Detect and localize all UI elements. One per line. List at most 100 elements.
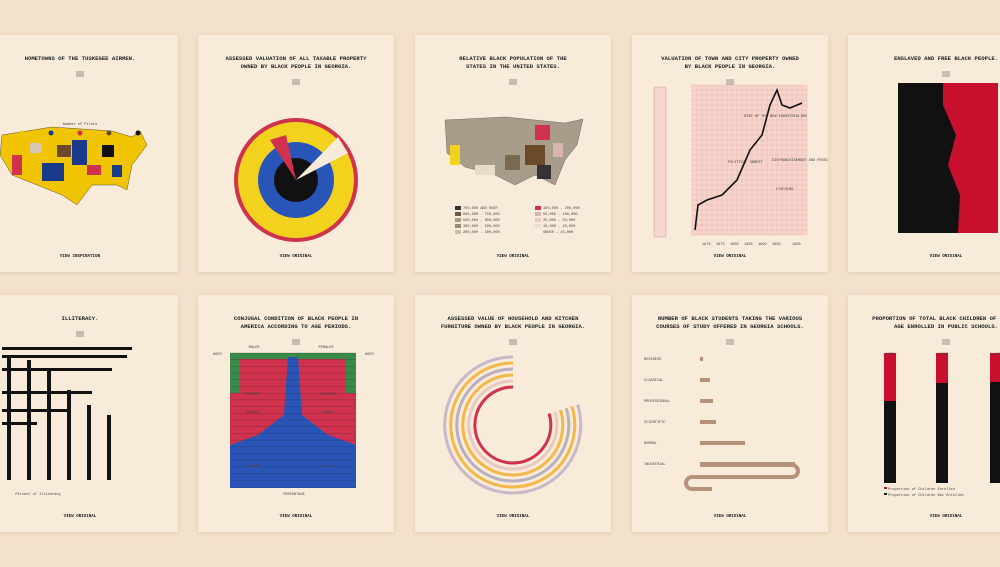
chart-label: INDUSTRIAL bbox=[644, 463, 666, 467]
chart-label: 25,000 - 50,000 bbox=[543, 219, 575, 223]
legend-dot bbox=[135, 130, 141, 136]
chart-label: SCIENTIFIC bbox=[644, 421, 666, 425]
shape bbox=[936, 353, 948, 383]
chart-label: 50,000 - 100,000 bbox=[543, 213, 578, 217]
chart-thumbnail bbox=[2, 347, 132, 480]
card-title: AGE ENROLLED IN PUBLIC SCHOOLS. bbox=[894, 323, 998, 330]
card-title: ASSESSED VALUATION OF ALL TAXABLE PROPER… bbox=[226, 55, 368, 62]
chart-label: 1895 bbox=[772, 243, 781, 247]
card-canvas: ASSESSED VALUE OF HOUSEHOLD AND KITCHENF… bbox=[441, 315, 585, 519]
card-canvas: NUMBER OF BLACK STUDENTS TAKING THE VARI… bbox=[644, 315, 804, 519]
view-link[interactable]: VIEW INSPIRATION bbox=[60, 255, 101, 259]
shape bbox=[72, 140, 87, 165]
card-canvas: ASSESSED VALUATION OF ALL TAXABLE PROPER… bbox=[226, 55, 368, 259]
shape bbox=[455, 212, 461, 216]
chart-thumbnail bbox=[884, 353, 1000, 495]
shape bbox=[990, 353, 1000, 382]
shape bbox=[535, 206, 541, 210]
shape bbox=[42, 163, 64, 181]
shape bbox=[535, 230, 541, 234]
chart-label: 1896 bbox=[994, 353, 1000, 357]
chart-label: DISFRANCHISEMENT AND PROSCRIPTIVE LAWS bbox=[772, 159, 828, 163]
chart-label: WIDOWED bbox=[320, 465, 335, 469]
view-link[interactable]: VIEW ORIGINAL bbox=[497, 255, 530, 259]
shape bbox=[535, 224, 541, 228]
view-link[interactable]: VIEW ORIGINAL bbox=[714, 515, 747, 519]
shape bbox=[2, 355, 127, 358]
shape bbox=[475, 165, 495, 175]
chart-label: 1885 bbox=[744, 243, 753, 247]
shape bbox=[700, 441, 745, 445]
shape bbox=[525, 145, 545, 165]
chart-label: RISE OF THE NEW INDUSTRIALISM bbox=[744, 115, 807, 119]
chart-label: 600,000 - 750,000 bbox=[463, 213, 500, 217]
shape bbox=[700, 357, 703, 361]
chart-label: 1880 bbox=[730, 243, 739, 247]
card-title: STATES IN THE UNITED STATES. bbox=[466, 63, 560, 70]
card-title: VALUATION OF TOWN AND CITY PROPERTY OWNE… bbox=[661, 55, 799, 62]
shape bbox=[884, 487, 887, 489]
view-link[interactable]: VIEW ORIGINAL bbox=[714, 255, 747, 259]
card: PROPORTION OF TOTAL BLACK CHILDREN OF SC… bbox=[848, 295, 1000, 532]
shape bbox=[450, 145, 460, 165]
chart-label: MALES bbox=[249, 346, 260, 350]
shape bbox=[230, 357, 356, 488]
chart-label: BUSINESS bbox=[644, 358, 661, 362]
chart-thumbnail bbox=[234, 118, 358, 242]
card-title: BY BLACK PEOPLE IN GEORGIA. bbox=[685, 63, 776, 70]
view-link[interactable]: VIEW ORIGINAL bbox=[280, 255, 313, 259]
chart-label: Proportion of Children Enrolled bbox=[888, 487, 955, 492]
chart-label: FEMALES bbox=[318, 346, 333, 350]
chart-label: CLASSICAL bbox=[644, 379, 663, 383]
chart-label: 300,000 - 500,000 bbox=[463, 225, 500, 229]
card-title: PROPORTION OF TOTAL BLACK CHILDREN OF SC… bbox=[872, 315, 1000, 322]
shape bbox=[2, 368, 112, 371]
chart-label: WIDOWED bbox=[245, 465, 260, 469]
shape bbox=[12, 155, 22, 175]
shape bbox=[455, 230, 461, 234]
chart-label: 750,000 AND OVER bbox=[463, 207, 498, 211]
chart-label: NORMAL bbox=[644, 442, 657, 446]
chart-thumbnail bbox=[684, 357, 800, 491]
card-title: AMERICA ACCORDING TO AGE PERIODS. bbox=[241, 323, 352, 330]
chart-thumbnail bbox=[653, 84, 808, 238]
shape bbox=[47, 370, 51, 480]
card: RELATIVE BLACK POPULATION OF THE STATES I… bbox=[415, 35, 611, 272]
shape bbox=[112, 165, 122, 177]
shape bbox=[107, 415, 111, 480]
shape bbox=[443, 355, 583, 495]
card-canvas: HOMETOWNS OF THE TUSKEGEE AIRMEN. Number … bbox=[0, 55, 148, 259]
shape bbox=[700, 420, 716, 424]
shape bbox=[884, 353, 896, 401]
shape bbox=[884, 493, 887, 495]
view-link[interactable]: VIEW ORIGINAL bbox=[280, 515, 313, 519]
chart-label: PERCENTAGE bbox=[283, 493, 305, 497]
view-link[interactable]: VIEW ORIGINAL bbox=[64, 515, 97, 519]
chart-thumbnail bbox=[443, 355, 583, 495]
chart-thumbnail bbox=[898, 83, 998, 233]
shape bbox=[2, 391, 92, 394]
card: ASSESSED VALUATION OF ALL TAXABLE PROPER… bbox=[198, 35, 394, 272]
card-canvas: ILLITERACY. Percent of Illiteracy VIEW ORI… bbox=[2, 315, 132, 519]
view-link[interactable]: VIEW ORIGINAL bbox=[930, 255, 963, 259]
shape bbox=[553, 143, 563, 157]
shape bbox=[990, 353, 1000, 483]
shape bbox=[2, 409, 67, 412]
chart-label: MARRIED bbox=[245, 393, 260, 397]
shape bbox=[700, 399, 713, 403]
card-title: ILLITERACY. bbox=[62, 315, 99, 322]
shape bbox=[57, 145, 71, 157]
shape bbox=[2, 347, 132, 350]
view-link[interactable]: VIEW ORIGINAL bbox=[497, 515, 530, 519]
card-canvas: ENSLAVED AND FREE BLACK PEOPLE. VIEW ORIG… bbox=[894, 55, 998, 259]
shape bbox=[7, 355, 11, 480]
chart-label: SINGLE bbox=[322, 411, 335, 415]
view-link[interactable]: VIEW ORIGINAL bbox=[930, 515, 963, 519]
chart-thumbnail bbox=[230, 352, 356, 488]
shape bbox=[87, 405, 91, 480]
card: ASSESSED VALUE OF HOUSEHOLD AND KITCHEN F… bbox=[415, 295, 611, 532]
shape bbox=[535, 125, 550, 140]
chart-thumbnail bbox=[444, 116, 584, 234]
chart-label: UNDER - 10,000 bbox=[543, 231, 573, 235]
